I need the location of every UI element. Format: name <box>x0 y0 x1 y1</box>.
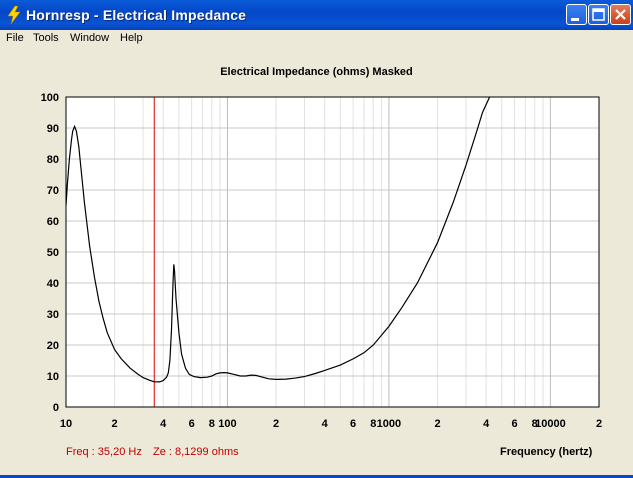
x-tick-label: 6 <box>189 418 195 430</box>
x-tick-label: 100 <box>218 418 236 430</box>
lightning-bolt-icon <box>7 6 21 24</box>
y-tick-label: 0 <box>53 402 59 414</box>
x-tick-label: 6 <box>512 418 518 430</box>
x-tick-label: 8 <box>370 418 376 430</box>
close-button[interactable] <box>610 4 631 25</box>
impedance-curve <box>66 97 491 383</box>
minimize-button[interactable] <box>566 4 587 25</box>
plot-border <box>65 96 600 408</box>
menu-help[interactable]: Help <box>120 32 143 44</box>
x-tick-label: 4 <box>483 418 490 430</box>
freq-readout: Freq : 35,20 Hz <box>66 446 142 458</box>
menu-bar: File Tools Window Help <box>0 30 633 48</box>
y-tick-label: 100 <box>41 92 59 104</box>
menu-window[interactable]: Window <box>70 32 110 44</box>
y-tick-label: 30 <box>47 309 59 321</box>
maximize-button[interactable] <box>588 4 609 25</box>
close-icon <box>615 9 626 20</box>
y-tick-label: 80 <box>47 154 59 166</box>
x-tick-label: 4 <box>160 418 167 430</box>
minimize-icon <box>571 18 579 21</box>
ze-readout: Ze : 8,1299 ohms <box>153 446 239 458</box>
x-tick-label: 2 <box>596 418 602 430</box>
y-tick-label: 50 <box>47 247 59 259</box>
x-tick-label: 2 <box>273 418 279 430</box>
menu-tools[interactable]: Tools <box>33 32 59 44</box>
x-tick-label: 4 <box>322 418 329 430</box>
chart-title: Electrical Impedance (ohms) Masked <box>220 66 413 78</box>
y-tick-label: 90 <box>47 123 59 135</box>
x-axis-label: Frequency (hertz) <box>500 446 593 458</box>
x-tick-label: 2 <box>112 418 118 430</box>
title-bar[interactable]: Hornresp - Electrical Impedance <box>0 0 633 30</box>
x-tick-label: 1000 <box>377 418 401 430</box>
x-tick-label: 10000 <box>535 418 566 430</box>
y-tick-label: 70 <box>47 185 59 197</box>
x-tick-label: 8 <box>209 418 215 430</box>
maximize-icon <box>592 8 605 21</box>
menu-file[interactable]: File <box>6 32 24 44</box>
window-title: Hornresp - Electrical Impedance <box>26 7 247 23</box>
x-tick-label: 6 <box>350 418 356 430</box>
y-tick-label: 20 <box>47 340 59 352</box>
y-tick-label: 60 <box>47 216 59 228</box>
window-bottom-border <box>0 475 633 478</box>
y-tick-label: 10 <box>47 371 59 383</box>
x-tick-label: 10 <box>60 418 72 430</box>
y-tick-label: 40 <box>47 278 59 290</box>
x-tick-label: 8 <box>532 418 538 430</box>
x-tick-label: 2 <box>434 418 440 430</box>
